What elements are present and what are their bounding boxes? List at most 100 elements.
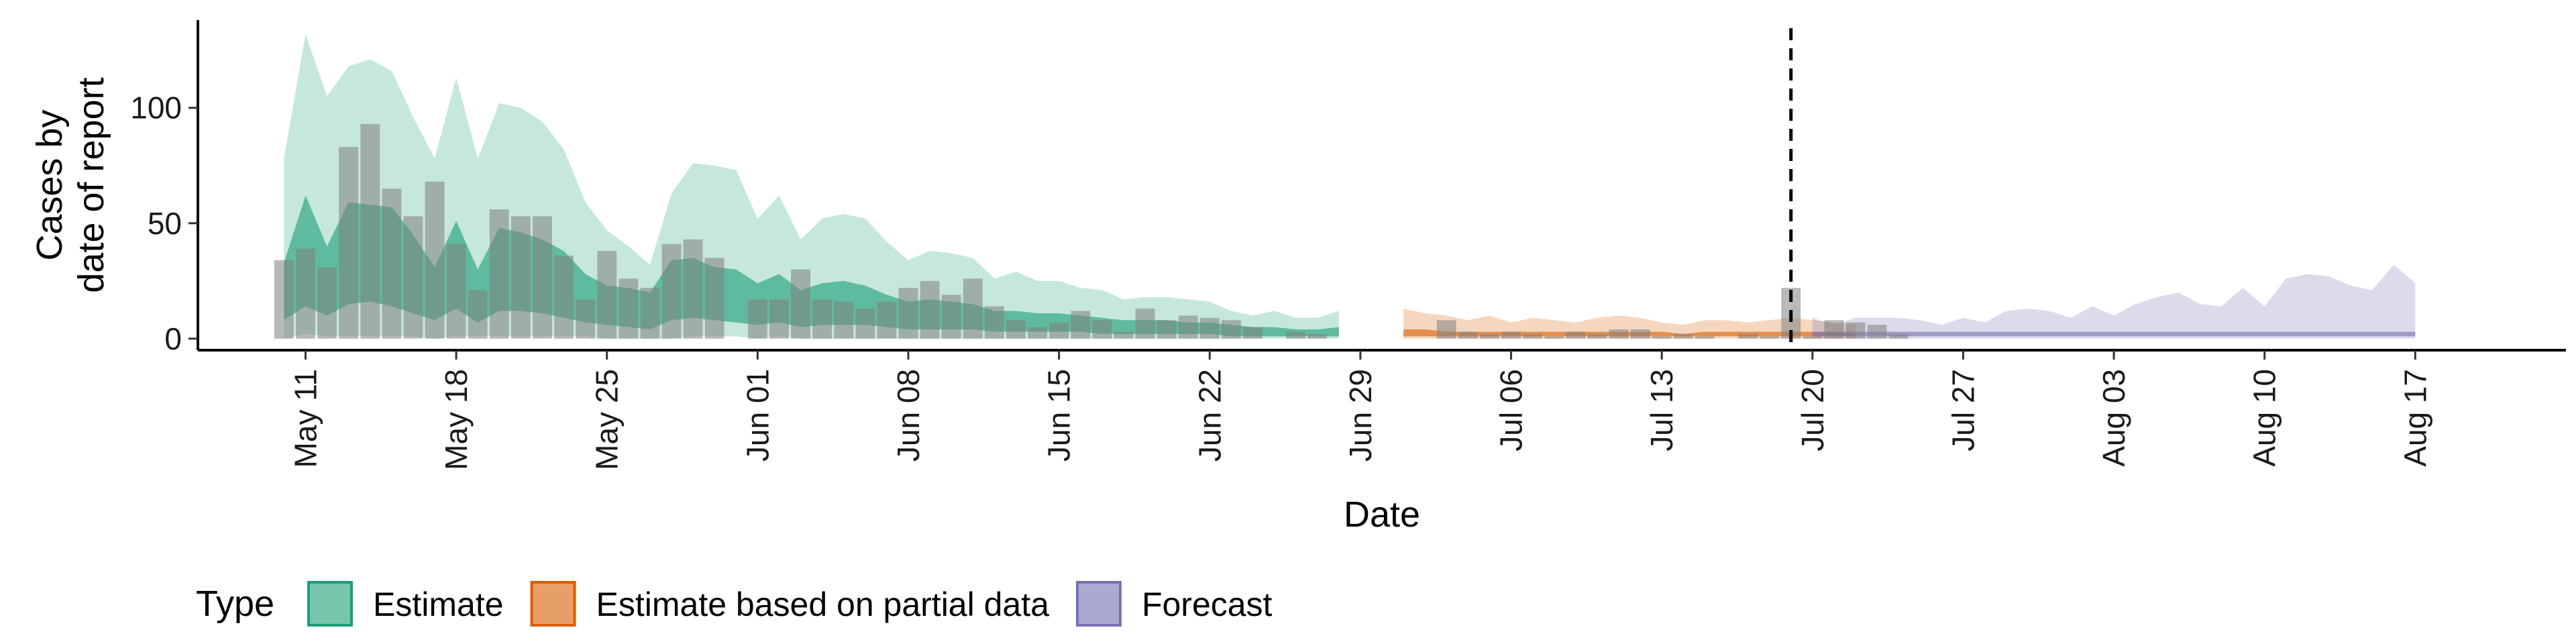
reported-case-bar — [640, 288, 660, 339]
reported-case-bar — [1092, 320, 1112, 339]
reported-case-bar — [1028, 327, 1047, 339]
reported-case-bar — [661, 244, 682, 339]
reported-case-bar — [1243, 327, 1263, 339]
legend-swatch-forecast — [1075, 581, 1122, 627]
x-tick-label: Aug 03 — [2096, 369, 2131, 467]
reported-case-bar — [554, 255, 574, 339]
x-tick-label: May 11 — [288, 369, 323, 468]
reported-case-bar — [296, 248, 315, 339]
reported-case-bar — [403, 216, 423, 339]
reported-case-bar — [834, 301, 854, 339]
x-tick-label: Jul 06 — [1494, 369, 1529, 451]
reported-case-bar — [425, 181, 445, 339]
reported-case-bar — [1824, 320, 1844, 339]
reported-case-bar — [597, 251, 617, 339]
x-tick-label: Aug 17 — [2398, 369, 2432, 467]
reported-case-bar — [317, 267, 337, 339]
reported-case-bar — [1135, 309, 1155, 339]
reported-case-bar — [769, 299, 789, 339]
x-tick-label: Jul 20 — [1795, 369, 1830, 451]
reported-case-bar — [963, 278, 983, 339]
reported-case-bar — [619, 278, 639, 339]
y-tick-label: 100 — [130, 91, 182, 125]
reported-case-bar — [898, 288, 918, 339]
y-axis-title-line: Cases by — [30, 109, 70, 260]
legend-title: Type — [196, 584, 274, 624]
reported-case-bar — [1199, 317, 1220, 339]
reported-case-bar — [360, 123, 380, 339]
x-tick-label: Jul 27 — [1946, 369, 1981, 451]
reported-case-bar — [1845, 322, 1866, 339]
x-tick-label: Jun 22 — [1192, 369, 1227, 462]
y-tick-label: 0 — [164, 321, 182, 356]
reported-case-bar — [1760, 336, 1780, 339]
x-tick-label: Jun 08 — [891, 369, 926, 462]
estimate-based-on-partial-data-outer-band — [1403, 309, 1856, 339]
reported-case-bar — [1888, 333, 1909, 339]
legend-swatch-estimate — [307, 581, 353, 627]
reported-case-bar — [791, 269, 810, 339]
x-tick-label: May 25 — [590, 369, 625, 470]
legend-label-estimate: Estimate — [373, 586, 504, 623]
reported-case-bar — [1006, 320, 1026, 339]
reported-case-bar — [747, 299, 767, 339]
reported-case-bar — [1523, 333, 1543, 339]
y-tick-label: 50 — [148, 206, 182, 241]
reported-case-bar — [1221, 320, 1241, 339]
reported-case-bar — [1458, 331, 1478, 339]
reported-case-bar — [920, 280, 940, 339]
reported-case-bar — [511, 216, 531, 339]
reported-case-bar — [533, 216, 552, 339]
reported-case-bar — [274, 260, 294, 339]
x-tick-label: Jun 29 — [1343, 369, 1378, 462]
reported-case-bar — [1652, 336, 1672, 339]
reported-case-bar — [1609, 329, 1629, 339]
reported-case-bar — [984, 306, 1004, 339]
y-axis-title: Cases bydate of report — [30, 77, 111, 292]
forecast-inner-band — [1812, 331, 2416, 337]
reported-case-bar — [1803, 336, 1823, 339]
legend: Type Estimate Estimate based on partial da… — [196, 581, 1273, 627]
reported-case-bar — [1673, 333, 1693, 339]
reported-case-bar — [1501, 331, 1521, 339]
reported-case-bar — [1307, 333, 1328, 339]
x-tick-label: Jun 01 — [740, 369, 775, 462]
axes: 0 50 100 May 11 May 18 May 25 Jun 01 Jun 08 Jun … — [130, 20, 2566, 470]
x-axis-title: Date — [1344, 494, 1420, 535]
reported-case-bar — [1630, 329, 1650, 339]
legend-label-estimate-based-on-partial-data: Estimate based on partial data — [596, 586, 1050, 623]
x-tick-label: Jul 13 — [1644, 369, 1679, 451]
x-tick-label: May 18 — [439, 369, 474, 470]
reported-case-bar — [1867, 325, 1887, 339]
x-tick-label: Aug 10 — [2247, 369, 2282, 467]
reported-case-bar — [1178, 315, 1198, 339]
reported-case-bar — [683, 239, 703, 339]
reported-case-bar — [1695, 336, 1715, 339]
reported-case-bar — [446, 244, 466, 339]
reported-case-bar — [1738, 333, 1758, 339]
reported-case-bar — [1157, 320, 1177, 339]
reported-case-bar — [468, 290, 488, 339]
reported-case-bar — [576, 299, 596, 339]
reported-case-bar — [1480, 333, 1499, 339]
legend-swatch-estimate-based-on-partial-data — [530, 581, 576, 627]
reported-case-bars — [274, 123, 1909, 339]
forecast-outer-band — [1812, 264, 2416, 339]
reported-case-bar — [1566, 331, 1586, 339]
reported-case-bar — [704, 258, 724, 339]
reported-case-bar — [1049, 322, 1069, 339]
reported-case-bar — [1114, 331, 1134, 339]
reported-case-bar — [941, 294, 961, 339]
legend-label-forecast: Forecast — [1142, 586, 1273, 623]
reported-case-bar — [1286, 331, 1306, 339]
x-tick-label: Jun 15 — [1042, 369, 1077, 462]
reported-case-bar — [339, 147, 359, 339]
reported-case-bar — [1544, 336, 1564, 339]
reported-case-bar — [812, 299, 833, 339]
y-axis-title-line: date of report — [71, 77, 111, 292]
reported-case-bar — [1071, 311, 1091, 339]
reported-case-bar — [1587, 333, 1607, 339]
reported-case-bar — [1436, 320, 1456, 339]
reported-case-bar — [489, 209, 509, 339]
